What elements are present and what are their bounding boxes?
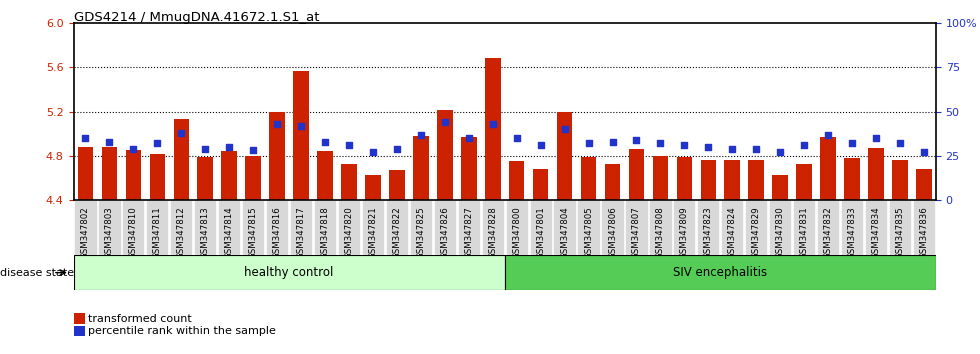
Bar [892, 160, 907, 200]
Bar [77, 147, 93, 200]
Point [197, 146, 213, 152]
Text: transformed count: transformed count [88, 314, 192, 324]
Bar [461, 137, 476, 200]
Bar [437, 110, 453, 200]
Point [509, 135, 524, 141]
Point [173, 130, 189, 136]
Bar [653, 156, 668, 200]
Bar [366, 175, 380, 200]
Bar [557, 112, 572, 200]
Point [557, 126, 572, 132]
Bar [102, 147, 118, 200]
Point [581, 141, 597, 146]
Bar [270, 112, 285, 200]
Point [270, 121, 285, 127]
Point [628, 137, 644, 143]
Text: SIV encephalitis: SIV encephalitis [673, 266, 767, 279]
Bar [581, 157, 596, 200]
Point [461, 135, 476, 141]
Text: disease state: disease state [0, 268, 74, 278]
Point [437, 119, 453, 125]
Point [749, 146, 764, 152]
Bar [701, 160, 716, 200]
Bar [916, 169, 932, 200]
Point [366, 149, 381, 155]
Bar [341, 164, 357, 200]
Bar [197, 157, 213, 200]
Point [676, 142, 692, 148]
Bar [628, 149, 644, 200]
Point [485, 121, 501, 127]
Point [797, 142, 812, 148]
Bar [772, 175, 788, 200]
Point [820, 132, 836, 137]
Bar [820, 137, 836, 200]
Point [772, 149, 788, 155]
Point [77, 135, 93, 141]
Bar [868, 148, 884, 200]
Bar [485, 58, 501, 200]
Bar [293, 70, 309, 200]
Bar [676, 157, 692, 200]
Bar [318, 152, 333, 200]
Bar [724, 160, 740, 200]
Point [341, 142, 357, 148]
Bar [173, 119, 189, 200]
Point [125, 146, 141, 152]
Point [293, 123, 309, 129]
Point [916, 149, 932, 155]
Point [533, 142, 549, 148]
Point [844, 141, 859, 146]
Point [102, 139, 118, 144]
Bar [245, 156, 261, 200]
Point [318, 139, 333, 144]
Point [868, 135, 884, 141]
Bar [74, 255, 505, 290]
Bar [505, 255, 936, 290]
Text: GDS4214 / MmugDNA.41672.1.S1_at: GDS4214 / MmugDNA.41672.1.S1_at [74, 11, 319, 24]
Bar [533, 169, 549, 200]
Point [221, 144, 237, 150]
Point [413, 132, 428, 137]
Bar [221, 152, 237, 200]
Point [389, 146, 405, 152]
Text: percentile rank within the sample: percentile rank within the sample [88, 326, 276, 336]
Point [724, 146, 740, 152]
Bar [389, 170, 405, 200]
Bar [844, 158, 859, 200]
Text: healthy control: healthy control [244, 266, 334, 279]
Point [150, 141, 166, 146]
Point [701, 144, 716, 150]
Bar [797, 164, 811, 200]
Point [653, 141, 668, 146]
Point [892, 141, 907, 146]
Point [605, 139, 620, 144]
Bar [509, 161, 524, 200]
Bar [605, 164, 620, 200]
Bar [125, 150, 141, 200]
Bar [413, 136, 428, 200]
Bar [150, 154, 165, 200]
Bar [749, 160, 764, 200]
Point [245, 148, 261, 153]
